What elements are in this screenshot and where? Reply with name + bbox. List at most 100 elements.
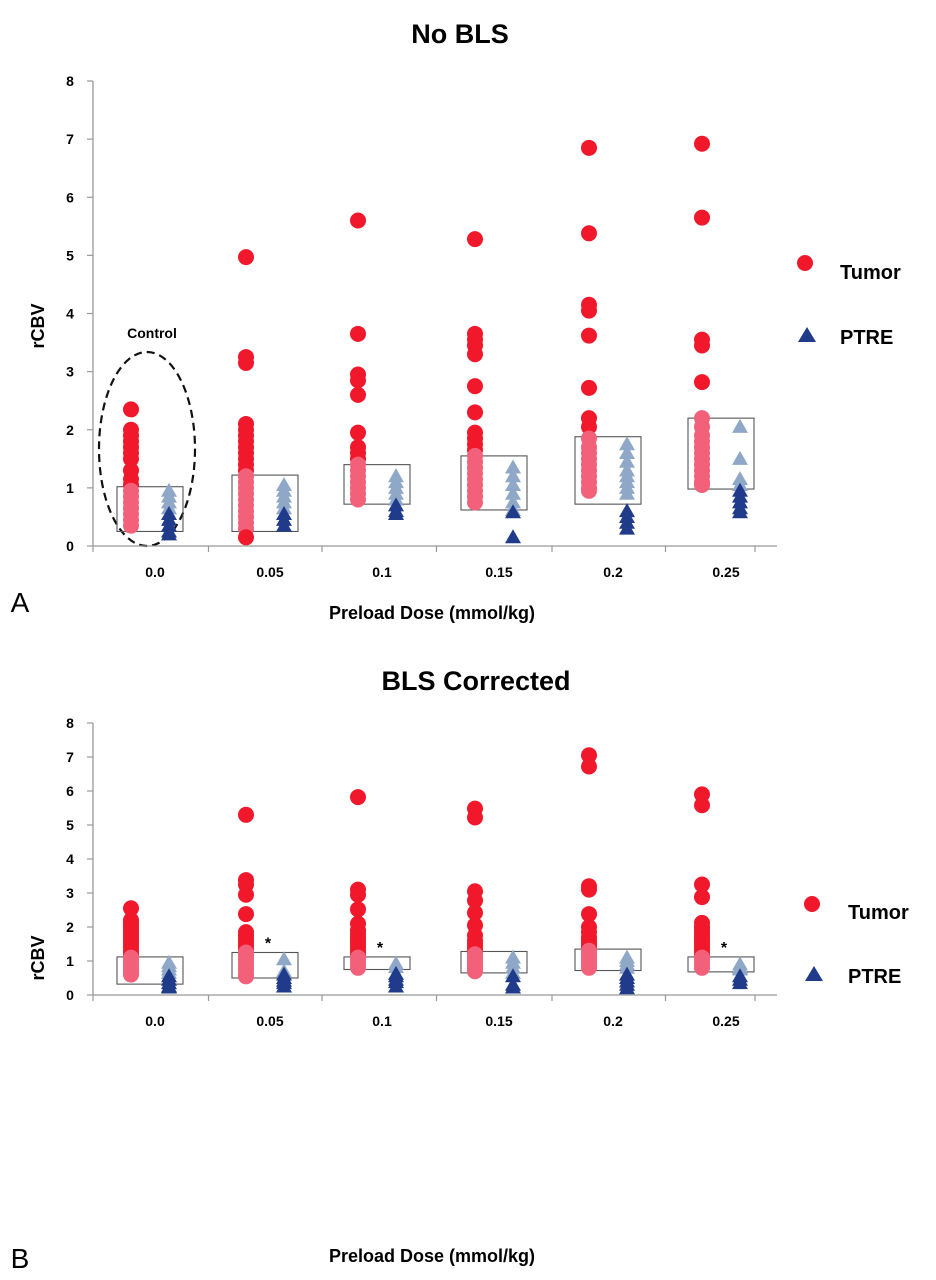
x-tick-label: 0.25: [712, 564, 739, 580]
tumor-point: [123, 401, 139, 418]
control-annotation: Control: [127, 325, 177, 341]
tumor-point: [238, 968, 254, 985]
x-tick-label: 0.05: [256, 1013, 283, 1029]
tumor-point: [694, 374, 710, 391]
y-tick-label: 8: [66, 715, 74, 731]
y-tick-label: 6: [66, 189, 74, 205]
y-tick-label: 0: [66, 987, 74, 1003]
tumor-point: [467, 963, 483, 980]
ptre-point: [732, 504, 748, 519]
tumor-point: [238, 806, 254, 823]
ptre-point: [505, 476, 521, 491]
ptre-point: [505, 968, 521, 983]
tumor-point: [467, 904, 483, 921]
tumor-point: [350, 386, 366, 403]
ptre-point: [732, 418, 748, 433]
tumor-point: [581, 959, 597, 976]
y-tick-label: 1: [66, 953, 74, 969]
y-tick-label: 7: [66, 749, 74, 765]
tumor-point: [694, 209, 710, 226]
tumor-point: [238, 906, 254, 923]
range-box: [116, 956, 184, 985]
range-box: [574, 436, 642, 505]
tumor-point: [694, 476, 710, 493]
tumor-point: [581, 906, 597, 923]
tumor-point: [350, 789, 366, 806]
ptre-point: [619, 453, 635, 468]
ptre-legend-label: PTRE: [840, 327, 893, 349]
tumor-point: [581, 327, 597, 344]
tumor-point: [238, 354, 254, 371]
control-ellipse: [97, 350, 197, 548]
panel-a: No BLS rCBV Preload Dose (mmol/kg) A Con…: [11, 19, 901, 623]
tumor-point: [350, 424, 366, 441]
ptre-point: [161, 979, 177, 994]
panel-letter: A: [11, 587, 30, 618]
tumor-point: [581, 747, 597, 764]
tumor-point: [238, 529, 254, 546]
x-tick-label: 0.25: [712, 1013, 739, 1029]
ptre-point: [619, 445, 635, 459]
y-tick-label: 2: [66, 919, 74, 935]
tumor-point: [350, 372, 366, 389]
tumor-point: [581, 482, 597, 499]
tumor-legend-label: Tumor: [848, 902, 909, 924]
tumor-point: [694, 876, 710, 893]
y-tick-label: 7: [66, 131, 74, 147]
ptre-legend-marker: [798, 327, 816, 342]
range-box: [574, 948, 642, 972]
range-box: [116, 486, 184, 533]
tumor-point: [467, 404, 483, 421]
range-box: [231, 951, 299, 979]
tumor-point: [694, 959, 710, 976]
ptre-point: [276, 951, 292, 966]
tumor-point: [467, 378, 483, 395]
y-axis-label: rCBV: [28, 935, 48, 980]
tumor-point: [350, 325, 366, 342]
tumor-point: [350, 886, 366, 903]
y-tick-label: 5: [66, 247, 74, 263]
x-tick-label: 0.1: [372, 1013, 392, 1029]
ptre-point: [388, 506, 404, 521]
tumor-point: [694, 135, 710, 152]
ptre-point: [619, 436, 635, 451]
ptre-point: [619, 485, 635, 500]
ptre-legend-marker: [805, 966, 823, 981]
ptre-point: [505, 468, 521, 483]
tumor-point: [467, 494, 483, 511]
tumor-legend-marker: [797, 255, 813, 271]
legend: Tumor PTRE: [797, 255, 901, 349]
x-tick-label: 0.05: [256, 564, 283, 580]
ptre-point: [505, 485, 521, 500]
ptre-point: [619, 520, 635, 535]
y-tick-label: 6: [66, 783, 74, 799]
y-tick-label: 5: [66, 817, 74, 833]
range-box: [343, 956, 411, 971]
ptre-point: [732, 450, 748, 465]
y-tick-label: 3: [66, 364, 74, 380]
tumor-point: [694, 889, 710, 906]
tumor-point: [581, 302, 597, 319]
range-box: [687, 956, 755, 973]
ptre-legend-label: PTRE: [848, 966, 901, 988]
ptre-point: [161, 526, 177, 541]
tumor-point: [123, 517, 139, 534]
tumor-point: [238, 249, 254, 266]
x-axis-label: Preload Dose (mmol/kg): [329, 1246, 535, 1266]
range-box: [460, 950, 528, 974]
y-tick-label: 4: [66, 851, 74, 867]
ptre-point: [505, 504, 521, 519]
y-axis-label: rCBV: [28, 303, 48, 348]
x-tick-label: 0.15: [485, 564, 512, 580]
chart-title: No BLS: [411, 19, 509, 49]
range-box: [687, 417, 755, 490]
y-tick-label: 1: [66, 480, 74, 496]
ptre-point: [276, 517, 292, 532]
y-tick-label: 8: [66, 73, 74, 89]
tumor-point: [581, 379, 597, 396]
significance-star: *: [377, 940, 384, 957]
ptre-point: [505, 979, 521, 994]
panel-b: BLS Corrected rCBV Preload Dose (mmol/kg…: [11, 666, 909, 1274]
significance-star: *: [265, 936, 272, 953]
